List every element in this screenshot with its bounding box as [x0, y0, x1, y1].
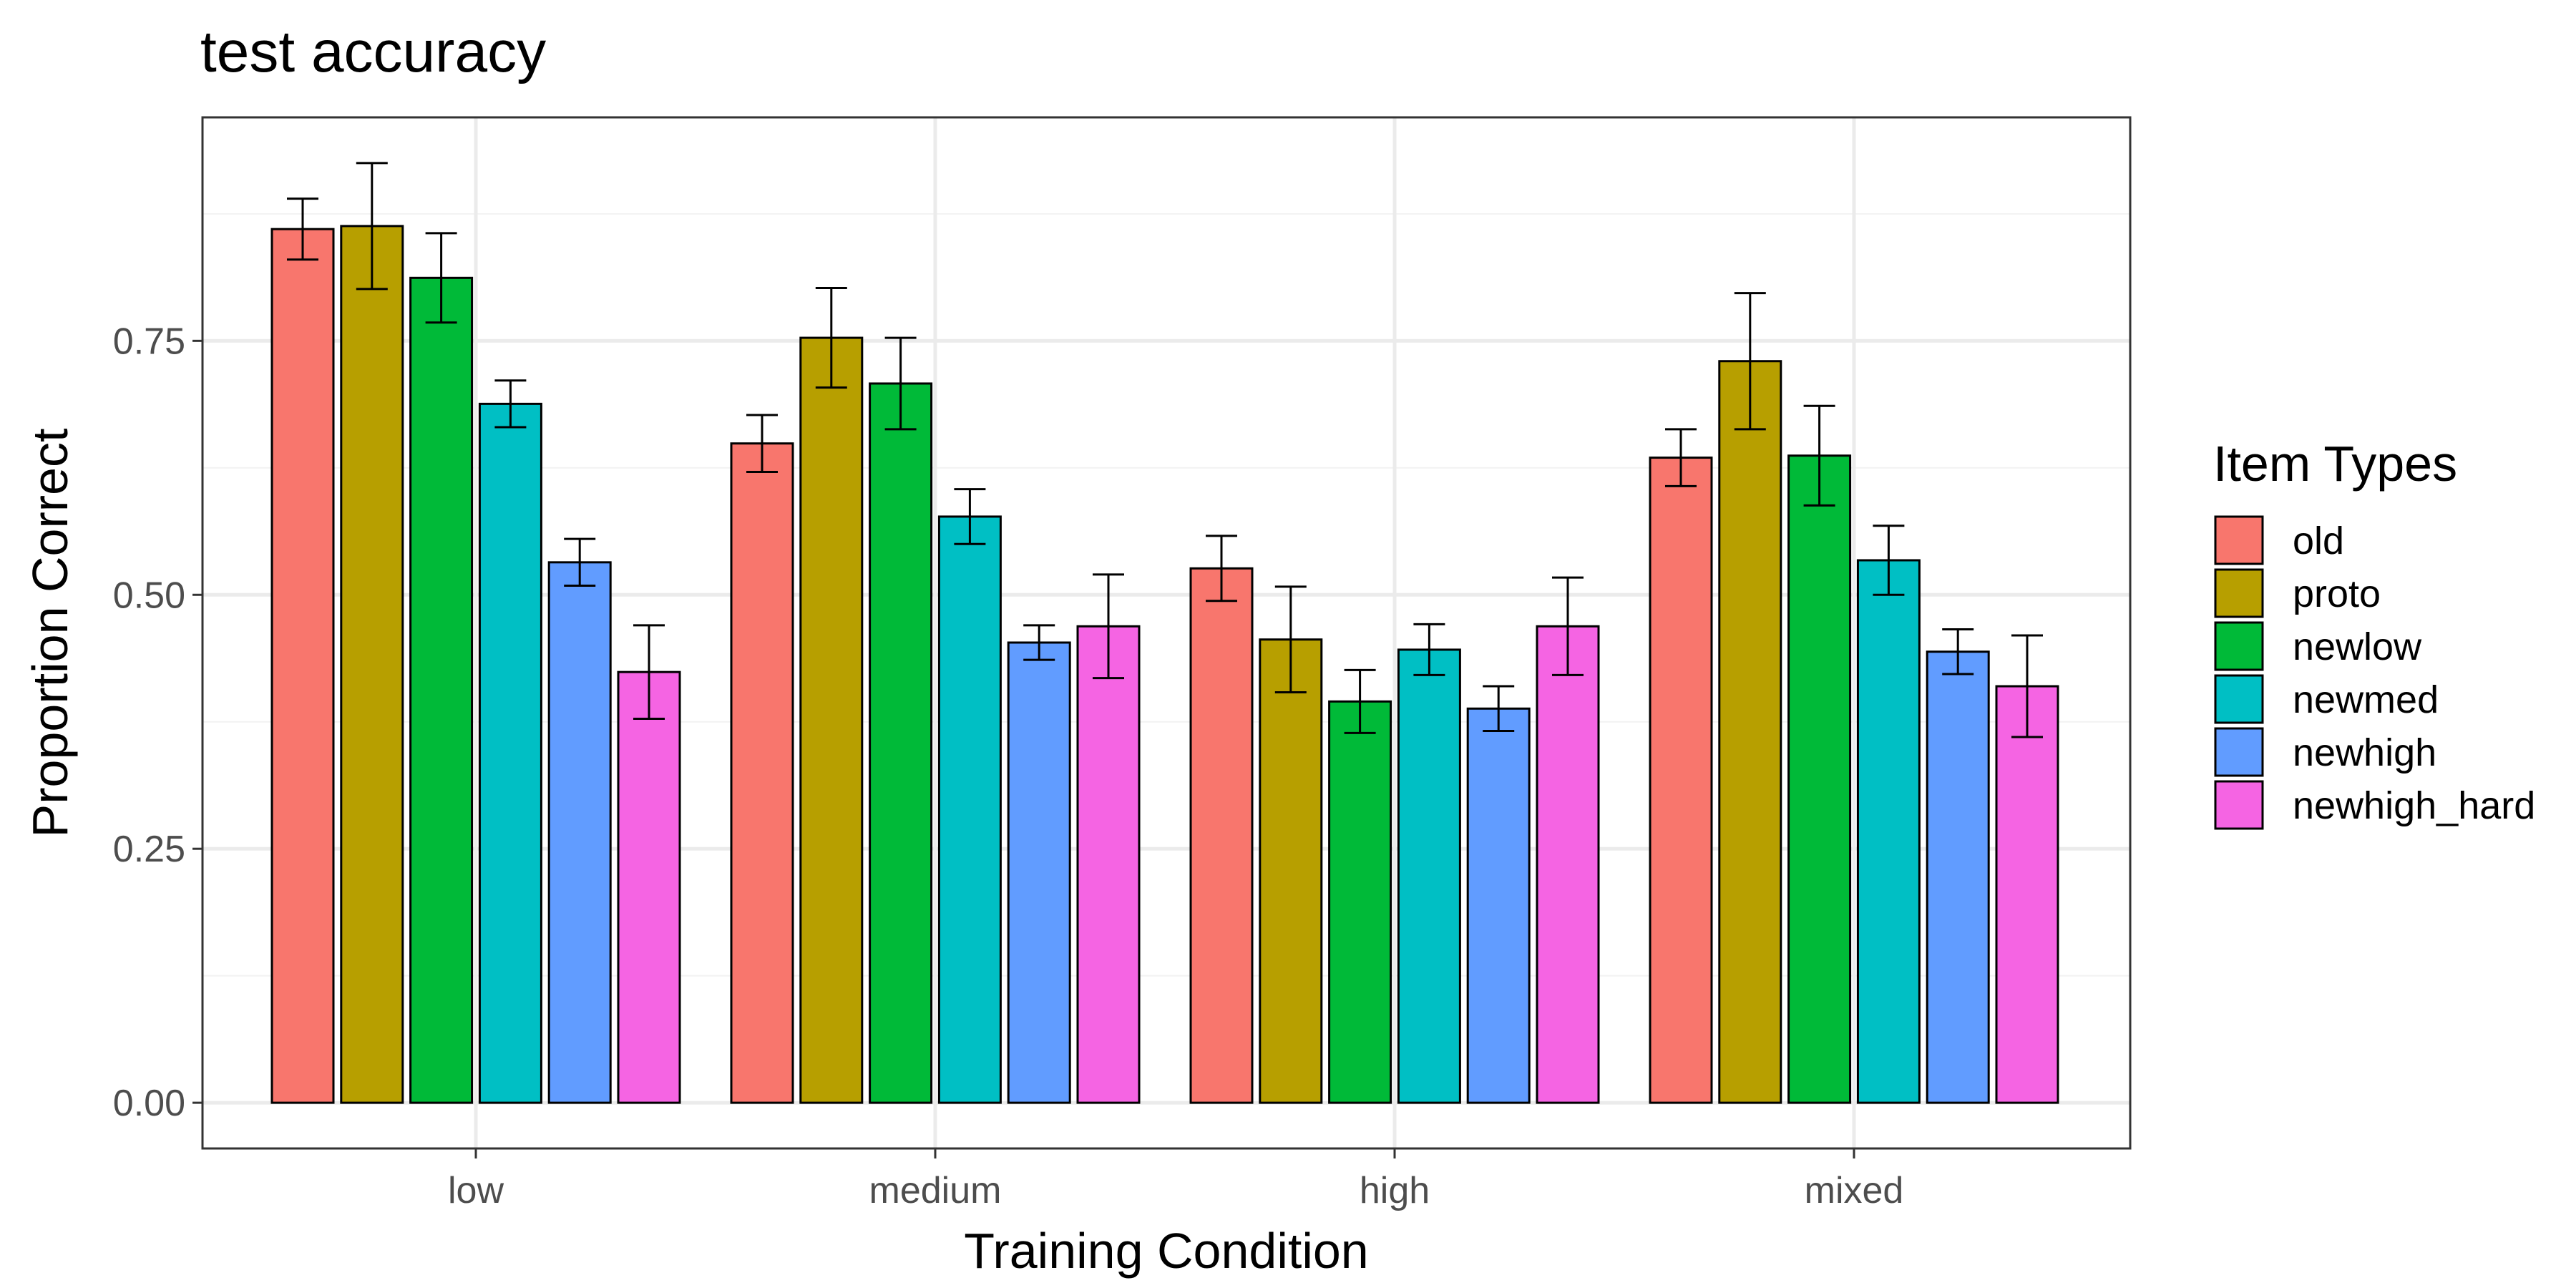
legend-label-old: old: [2293, 519, 2344, 562]
legend-key-newhigh_hard: [2214, 780, 2264, 830]
bar-newlow-medium: [869, 382, 933, 1104]
x-tick-label-medium: medium: [869, 1170, 1002, 1211]
x-tick-label-low: low: [448, 1170, 504, 1211]
bar-newhigh_hard-medium: [1076, 625, 1141, 1104]
chart-title: test accuracy: [200, 19, 546, 84]
legend: Item Types old proto newlow newmed newhigh ne…: [2213, 436, 2535, 830]
legend-key-old: [2214, 515, 2264, 565]
bar-proto-mixed: [1718, 360, 1782, 1104]
bar-newhigh-mixed: [1926, 650, 1990, 1104]
legend-key-newmed: [2214, 674, 2264, 724]
bar-newhigh_hard-high: [1536, 625, 1600, 1104]
legend-key-newlow: [2214, 621, 2264, 671]
bar-newmed-high: [1397, 648, 1461, 1104]
bar-newmed-mixed: [1856, 559, 1921, 1104]
bar-old-low: [270, 228, 335, 1104]
y-tick-label: 0.25: [113, 829, 185, 870]
x-tick-label-high: high: [1360, 1170, 1430, 1211]
legend-key-newhigh: [2214, 727, 2264, 777]
y-tick-label: 0.75: [113, 321, 185, 362]
bar-old-mixed: [1649, 457, 1713, 1104]
legend-label-proto: proto: [2293, 572, 2381, 615]
x-axis-title: Training Condition: [964, 1223, 1369, 1279]
bar-newhigh-low: [547, 561, 612, 1104]
legend-label-newhigh_hard: newhigh_hard: [2293, 784, 2535, 827]
y-axis: 0.00 0.25 0.50 0.75: [113, 321, 203, 1124]
legend-label-newhigh: newhigh: [2293, 731, 2436, 774]
legend-label-newlow: newlow: [2293, 625, 2422, 668]
bar-newmed-medium: [937, 515, 1002, 1104]
panel-border: [201, 116, 2132, 1150]
y-tick-label: 0.50: [113, 575, 185, 616]
x-tick-label-mixed: mixed: [1805, 1170, 1904, 1211]
bar-newlow-mixed: [1787, 454, 1852, 1104]
y-tick-label: 0.00: [113, 1083, 185, 1124]
bar-newhigh_hard-mixed: [1995, 685, 2059, 1104]
x-axis: low medium high mixed: [448, 1148, 1903, 1211]
bar-proto-low: [340, 225, 404, 1104]
bar-old-medium: [730, 442, 794, 1104]
bar-newhigh-medium: [1007, 641, 1071, 1104]
bar-newhigh_hard-low: [617, 670, 681, 1104]
legend-title: Item Types: [2213, 436, 2457, 492]
y-axis-title: Proportion Correct: [22, 429, 78, 838]
bars: [270, 162, 2059, 1104]
bar-proto-medium: [799, 336, 864, 1104]
bar-old-high: [1189, 567, 1254, 1104]
bar-newhigh-high: [1466, 707, 1531, 1104]
bar-newlow-low: [409, 276, 474, 1104]
bar-newmed-low: [478, 402, 542, 1104]
bar-newlow-high: [1328, 700, 1392, 1104]
bar-proto-high: [1259, 638, 1323, 1104]
legend-key-proto: [2214, 568, 2264, 618]
legend-label-newmed: newmed: [2293, 678, 2439, 721]
